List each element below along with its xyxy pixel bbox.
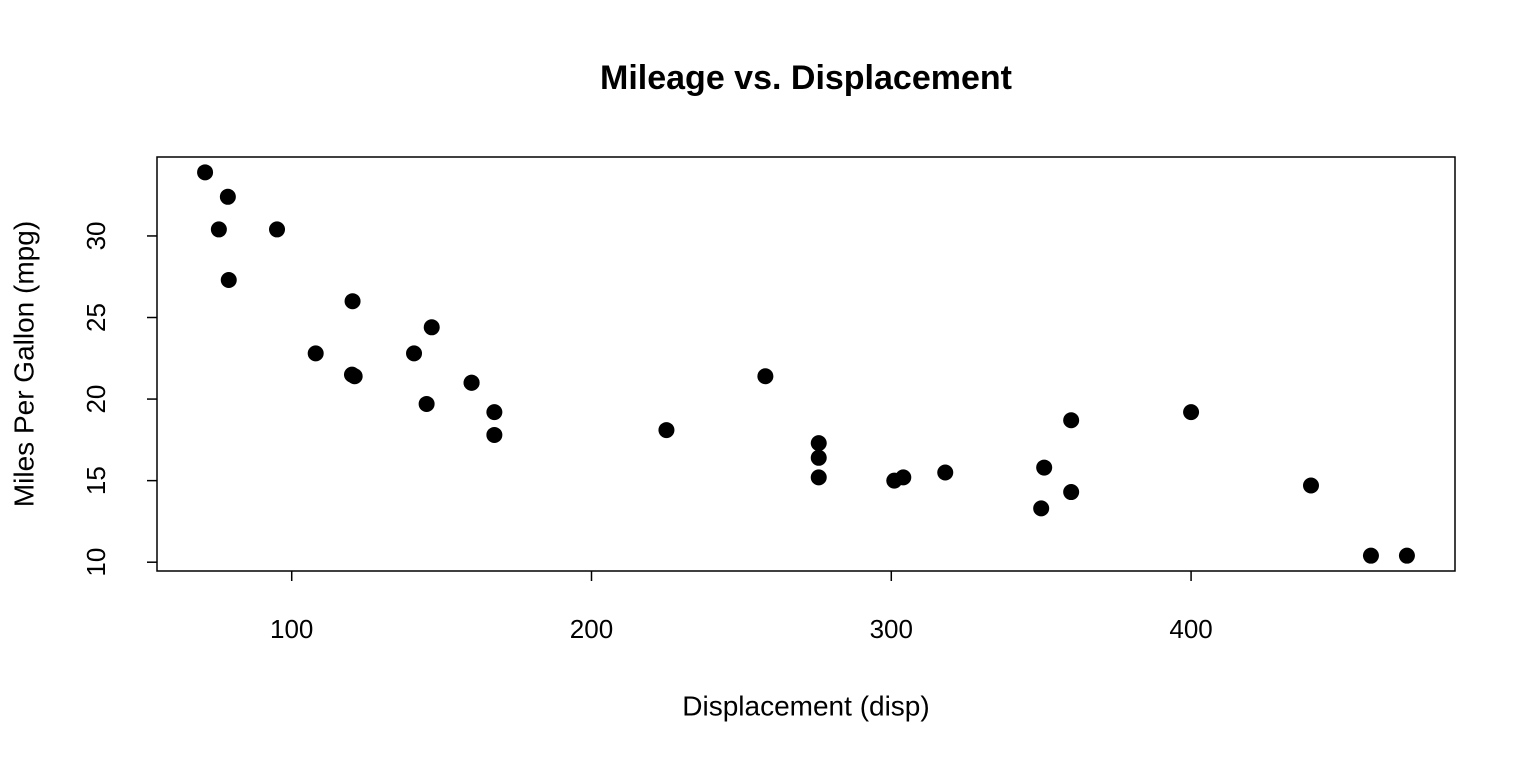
x-tick-label: 300	[870, 614, 913, 644]
y-tick-label: 30	[81, 221, 111, 250]
y-tick-label: 25	[81, 303, 111, 332]
point	[658, 422, 675, 439]
point	[1036, 459, 1053, 476]
point	[423, 319, 440, 336]
x-tick-label: 400	[1169, 614, 1212, 644]
x-tick-label: 100	[270, 614, 313, 644]
point	[220, 271, 237, 288]
point	[1033, 500, 1050, 517]
point	[810, 435, 827, 452]
point	[1063, 484, 1080, 501]
point	[406, 345, 423, 362]
point	[1398, 547, 1415, 564]
point	[1063, 412, 1080, 429]
point	[346, 368, 363, 385]
point	[810, 469, 827, 486]
point	[210, 221, 227, 238]
point	[937, 464, 954, 481]
point	[418, 395, 435, 412]
x-axis-label: Displacement (disp)	[682, 690, 929, 721]
point	[307, 345, 324, 362]
point	[1302, 477, 1319, 494]
point	[1362, 547, 1379, 564]
y-tick-label: 10	[81, 548, 111, 577]
point	[757, 368, 774, 385]
y-tick-label: 15	[81, 466, 111, 495]
point	[344, 293, 361, 310]
point	[486, 426, 503, 443]
x-tick-label: 200	[570, 614, 613, 644]
point	[197, 164, 214, 181]
plot-frame	[156, 156, 1456, 572]
point	[463, 374, 480, 391]
point	[810, 449, 827, 466]
point	[1183, 404, 1200, 421]
y-tick-label: 20	[81, 385, 111, 414]
chart-title: Mileage vs. Displacement	[600, 59, 1012, 97]
point	[219, 188, 236, 205]
point	[269, 221, 286, 238]
y-axis-label: Miles Per Gallon (mpg)	[8, 221, 39, 507]
point	[486, 404, 503, 421]
point	[886, 472, 903, 489]
